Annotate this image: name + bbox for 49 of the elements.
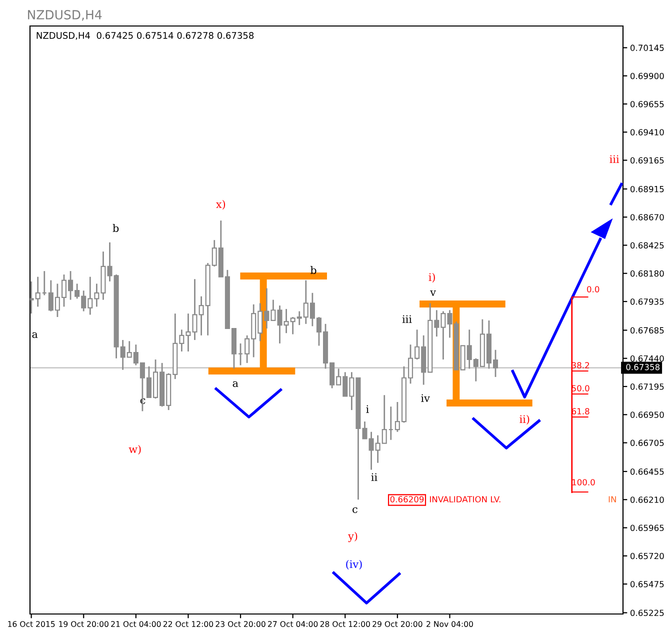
- annotation: IN: [608, 496, 616, 502]
- annotation: 100.0: [572, 479, 595, 486]
- y-tick-label: 0.69655: [630, 100, 664, 108]
- annotation: 0.66209: [390, 496, 424, 502]
- y-tick-label: 0.67935: [630, 298, 664, 305]
- annotation: (iv): [346, 560, 362, 570]
- annotation: iv: [421, 394, 430, 402]
- annotation: iii: [610, 155, 620, 163]
- annotation: 61.8: [572, 408, 590, 414]
- y-tick-label: 0.66705: [630, 440, 664, 446]
- annotation: c: [352, 507, 358, 514]
- annotation: b: [310, 266, 316, 274]
- annotation: ii: [371, 473, 378, 481]
- y-tick-label: 0.68180: [630, 270, 664, 277]
- annotation: i: [366, 405, 369, 413]
- y-tick-label: 0.69165: [630, 157, 664, 164]
- ref-line-label: 0.67358: [626, 364, 660, 370]
- annotation: a: [232, 381, 238, 388]
- y-tick-label: 0.68425: [630, 242, 664, 249]
- y-tick-label: 0.68670: [630, 214, 664, 220]
- y-tick-label: 0.66210: [630, 496, 664, 503]
- annotation: 50.0: [572, 385, 590, 392]
- y-tick-label: 0.69410: [630, 129, 664, 136]
- annotation: i): [428, 272, 435, 282]
- annotation: ii): [520, 414, 530, 424]
- y-tick-label: 0.68915: [630, 186, 664, 192]
- y-tick-label: 0.67440: [630, 355, 664, 362]
- annotation: y): [348, 532, 358, 542]
- annotation: x): [216, 200, 226, 210]
- text: NZDUSD,H4 0.67425 0.67514 0.67278 0.67358: [36, 32, 254, 40]
- y-tick-label: 0.69900: [630, 72, 664, 80]
- annotation: b: [112, 224, 119, 232]
- annotation: w): [128, 444, 141, 454]
- y-tick-label: 0.67685: [630, 327, 664, 334]
- annotation: INVALIDATION LV.: [430, 496, 500, 502]
- y-tick-label: 0.67195: [630, 383, 664, 390]
- y-tick-label: 0.70145: [630, 44, 664, 51]
- y-tick-label: 0.66950: [630, 412, 664, 418]
- annotation: 38.2: [572, 362, 590, 368]
- y-tick-label: 0.65475: [630, 581, 664, 588]
- annotation: iii: [402, 315, 412, 323]
- annotation: v: [430, 290, 436, 296]
- y-tick-label: 0.65965: [630, 524, 664, 532]
- chart-title: NZDUSD,H4: [28, 10, 102, 21]
- y-tick-label: 0.65225: [630, 610, 664, 616]
- y-tick-label: 0.66455: [630, 468, 664, 475]
- annotation: 0.0: [587, 286, 600, 292]
- annotation: a: [32, 332, 38, 338]
- y-tick-label: 0.65720: [630, 552, 664, 560]
